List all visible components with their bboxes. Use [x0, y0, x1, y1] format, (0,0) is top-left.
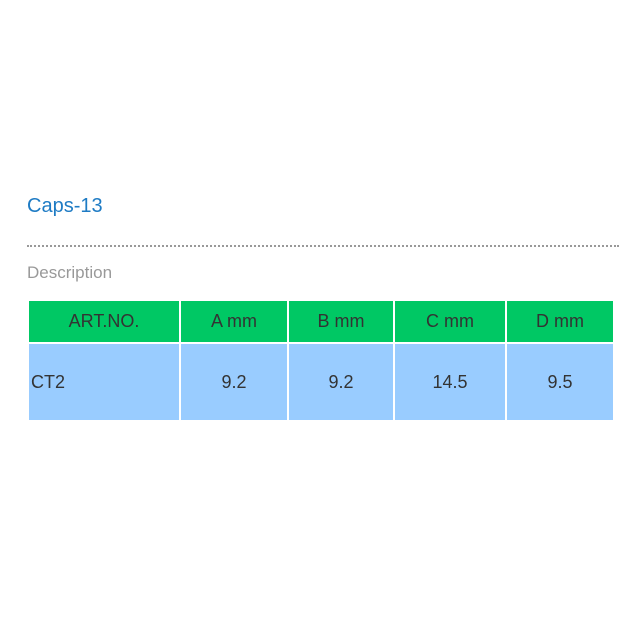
cell-d: 9.5 — [505, 342, 615, 422]
cell-art-no: CT2 — [27, 342, 181, 422]
cell-a: 9.2 — [179, 342, 289, 422]
product-title: Caps-13 — [27, 195, 103, 217]
header-b: B mm — [287, 299, 395, 344]
header-a: A mm — [179, 299, 289, 344]
cell-b: 9.2 — [287, 342, 395, 422]
header-art-no: ART.NO. — [27, 299, 181, 344]
divider — [27, 245, 619, 247]
table-row: CT2 9.2 9.2 14.5 9.5 — [27, 342, 615, 422]
header-c: C mm — [393, 299, 507, 344]
table-header-row: ART.NO. A mm B mm C mm D mm — [27, 299, 615, 344]
description-label: Description — [27, 263, 113, 282]
header-d: D mm — [505, 299, 615, 344]
spec-table: ART.NO. A mm B mm C mm D mm CT2 9.2 9.2 … — [27, 299, 615, 422]
cell-c: 14.5 — [393, 342, 507, 422]
